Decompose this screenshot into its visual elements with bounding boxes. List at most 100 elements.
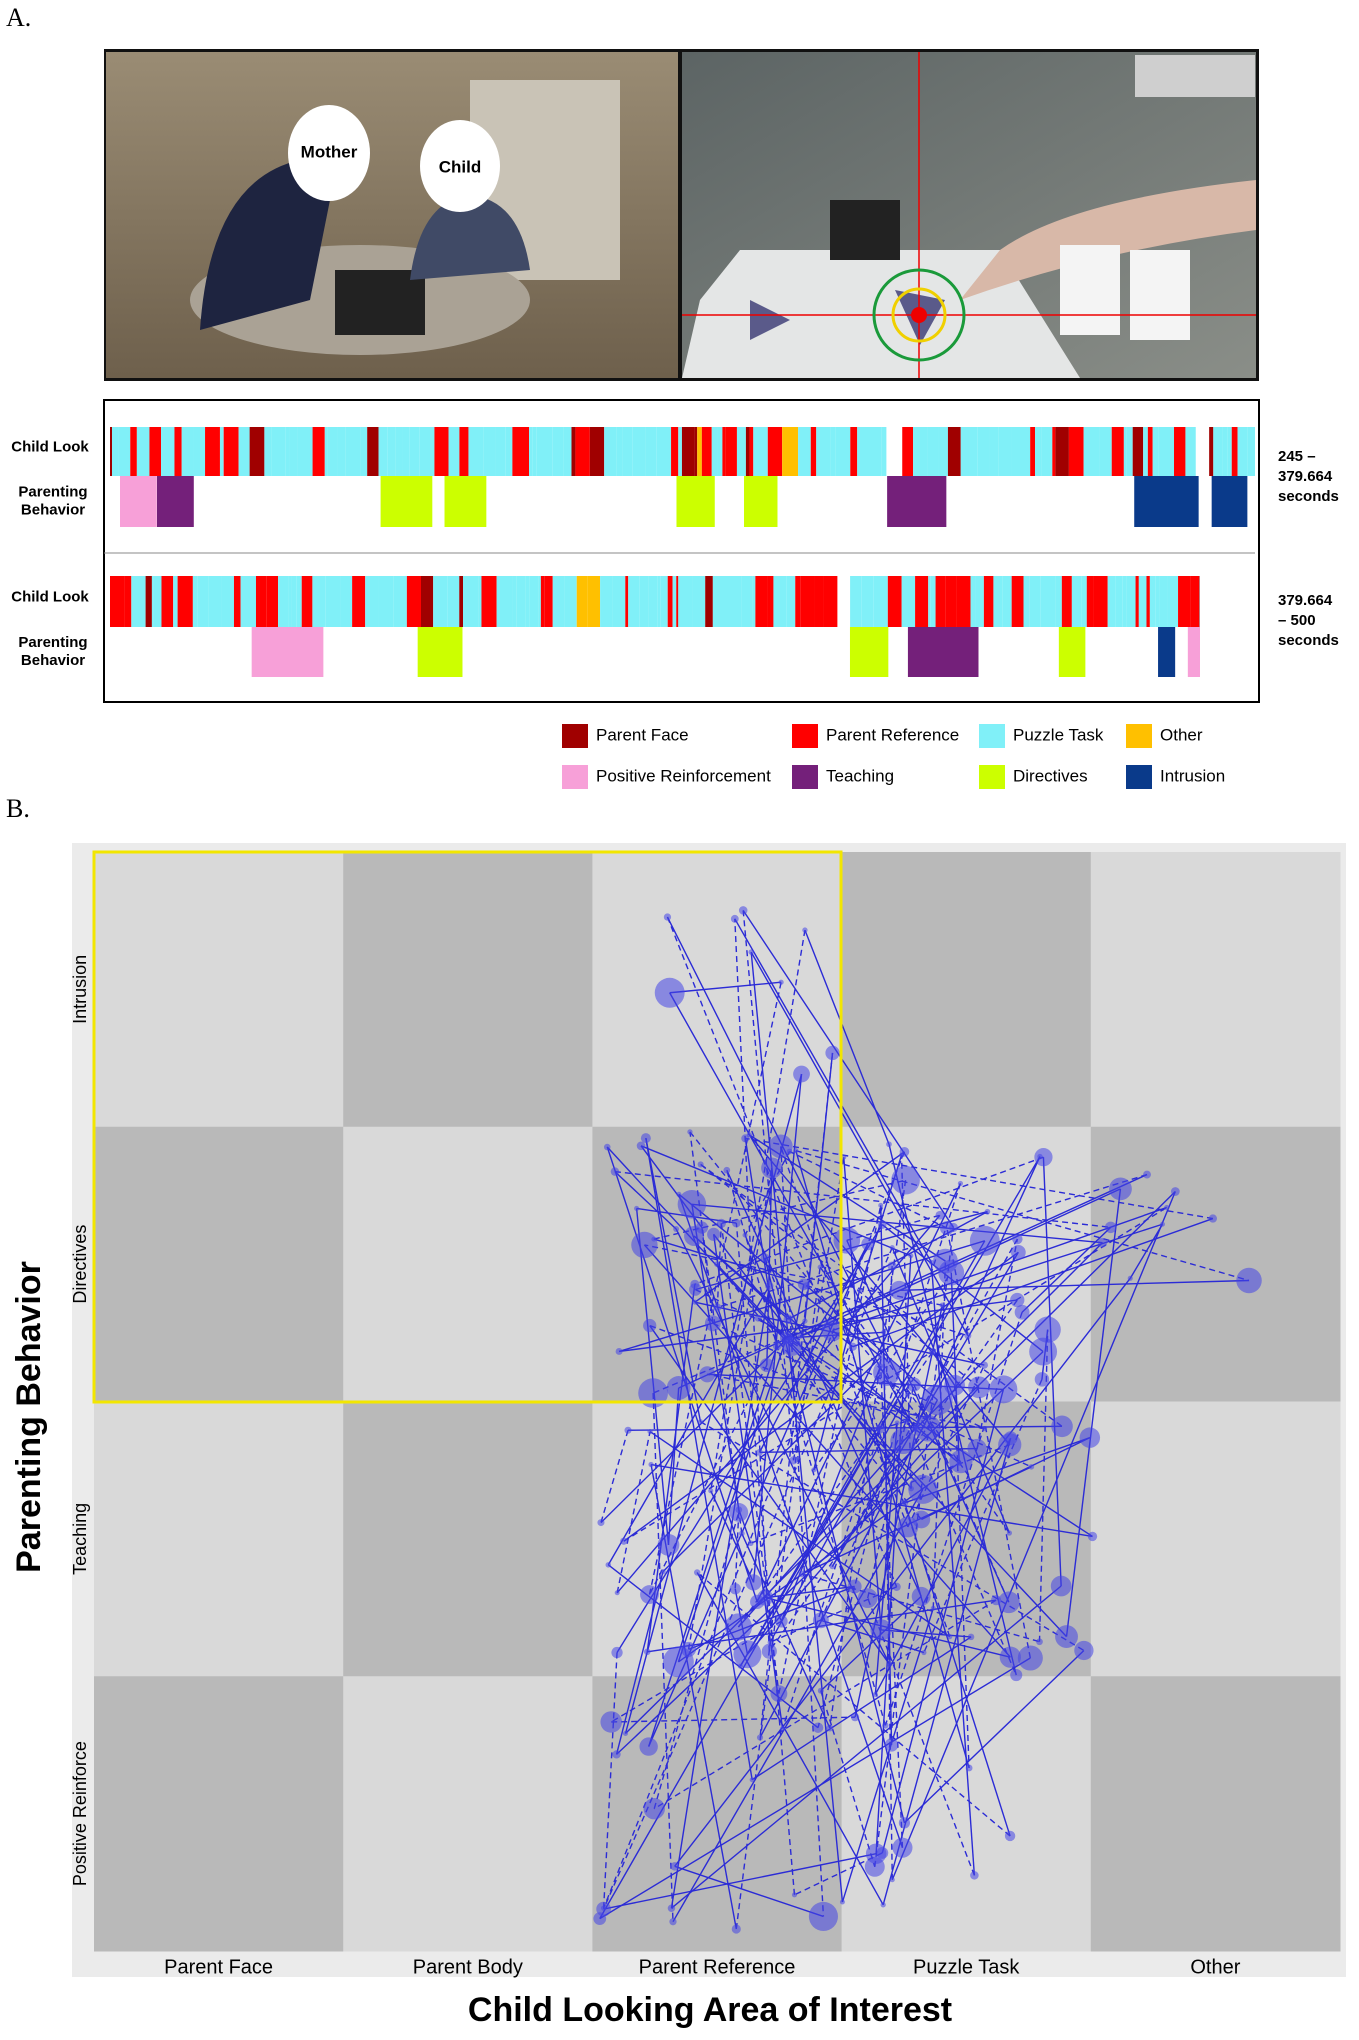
look-segment [1178, 576, 1191, 627]
trajectory-line [953, 1385, 970, 1768]
trajectory-line [603, 1853, 877, 1910]
look-segment [1192, 427, 1196, 476]
look-segment [857, 427, 870, 476]
look-segment [753, 427, 768, 476]
look-segment [264, 427, 272, 476]
look-segment [340, 576, 353, 627]
trajectory-line [691, 1204, 740, 1510]
trajectory-line [778, 1205, 882, 1694]
trajectory-point [1010, 1669, 1023, 1682]
trajectory-line [625, 1190, 1176, 1734]
trajectory-line [1065, 1188, 1122, 1637]
look-segment [448, 427, 460, 476]
look-segment [1222, 427, 1228, 476]
trajectory-point [793, 1148, 799, 1154]
behavior-segment [251, 627, 324, 677]
trajectory-line [653, 1599, 997, 1810]
look-segment [1159, 576, 1168, 627]
look-segment [945, 576, 957, 627]
trajectory-line [688, 1585, 855, 1651]
trajectory-line [606, 1146, 924, 1490]
row-label: Behavior [21, 652, 85, 669]
grid-cell [94, 1676, 344, 1952]
trajectory-line [874, 1422, 898, 1695]
trajectory-point [707, 1227, 721, 1241]
look-segment [564, 576, 577, 627]
look-segment [223, 427, 239, 476]
trajectory-line [764, 1257, 898, 1588]
look-segment [393, 576, 407, 627]
trajectory-point [908, 1485, 914, 1492]
trajectory-point [914, 1414, 942, 1442]
look-segment [773, 576, 787, 627]
x-tick-label: Other [1190, 1956, 1240, 1978]
trajectory-line [677, 1337, 788, 1663]
trajectory-line [759, 1399, 939, 1738]
legend-swatch [562, 765, 588, 789]
look-segment [161, 427, 175, 476]
look-segment [1158, 427, 1175, 476]
trajectory-line [758, 1243, 869, 1453]
trajectory-point [825, 1045, 840, 1061]
trajectory-line [716, 1223, 723, 1308]
trajectory-line [748, 1134, 1011, 1446]
trajectory-line [885, 1266, 893, 1373]
trajectory-line [820, 1690, 876, 1868]
trajectory-point [749, 1777, 755, 1783]
trajectory-line [891, 1191, 1176, 1881]
trajectory-point [839, 1899, 845, 1905]
trajectory-line [599, 1428, 881, 1919]
behavior-segment [744, 476, 778, 527]
look-segment [512, 427, 526, 476]
trajectory-point [647, 1429, 653, 1435]
look-segment [767, 576, 774, 627]
look-segment [221, 576, 234, 627]
clock [830, 200, 900, 260]
look-segment [1174, 427, 1186, 476]
trajectory-point [746, 1132, 752, 1138]
look-segment [540, 576, 545, 627]
gaze-circle [891, 287, 947, 343]
trajectory-line [670, 1285, 770, 1909]
trajectory-point [948, 1222, 958, 1232]
trajectory-line [734, 1512, 740, 1589]
trajectory-point [684, 1226, 705, 1246]
look-segment [681, 427, 684, 476]
look-segment [468, 427, 484, 476]
look-segment [697, 427, 702, 476]
trajectory-point [947, 1634, 953, 1640]
trajectory-point [643, 1798, 665, 1820]
look-segment [483, 427, 496, 476]
trajectory-point [878, 1202, 884, 1208]
trajectory-point [873, 1358, 901, 1386]
look-segment [193, 427, 206, 476]
trajectory-point [692, 1299, 698, 1305]
trajectory-point [803, 1282, 810, 1289]
behavior-segment [1187, 627, 1200, 677]
trajectory-line [720, 1223, 780, 1694]
trajectory-point [782, 1336, 802, 1357]
trajectory-point [772, 1341, 782, 1351]
look-segment [1209, 427, 1214, 476]
trajectory-line [713, 1233, 912, 1490]
look-segment [463, 576, 479, 627]
trajectory-point [745, 1574, 762, 1591]
trajectory-line [832, 1223, 1163, 1332]
trajectory-line [921, 1437, 1091, 1521]
look-segment [1227, 427, 1232, 476]
trajectory-line [616, 1214, 941, 1594]
y-tick-label: Intrusion [70, 955, 90, 1024]
trajectory-point [673, 1226, 680, 1232]
trajectory-line [734, 918, 771, 1652]
legend-label: Other [1160, 725, 1203, 744]
look-segment [271, 427, 286, 476]
trajectory-point [765, 1281, 774, 1291]
look-segment [324, 427, 328, 476]
legend-swatch [1126, 724, 1152, 748]
trajectory-point [898, 1817, 911, 1829]
look-segment [325, 576, 341, 627]
trajectory-point [631, 1231, 658, 1259]
look-segment [947, 427, 961, 476]
behavior-segment [444, 476, 487, 527]
look-segment [830, 427, 836, 476]
